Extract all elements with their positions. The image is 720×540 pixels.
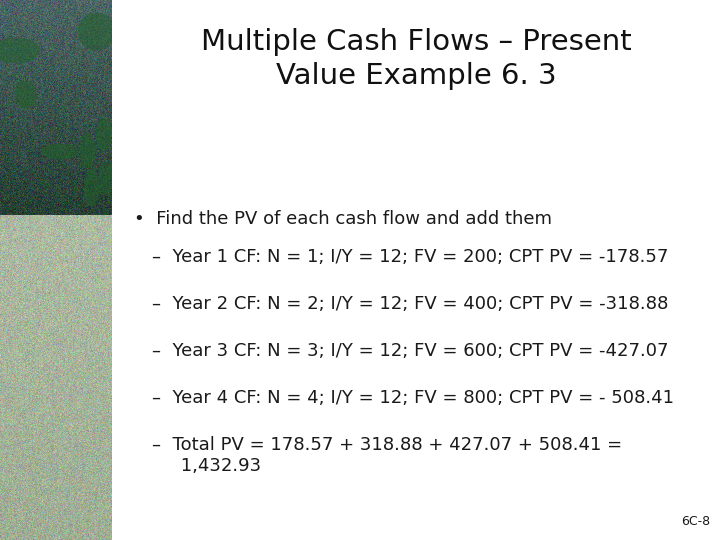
Text: –  Year 2 CF: N = 2; I/Y = 12; FV = 400; CPT PV = -318.88: – Year 2 CF: N = 2; I/Y = 12; FV = 400; …	[152, 295, 668, 313]
Text: Multiple Cash Flows – Present
Value Example 6. 3: Multiple Cash Flows – Present Value Exam…	[201, 28, 631, 90]
Text: •  Find the PV of each cash flow and add them: • Find the PV of each cash flow and add …	[134, 210, 552, 228]
Text: 6C-8: 6C-8	[681, 515, 710, 528]
Text: –  Year 1 CF: N = 1; I/Y = 12; FV = 200; CPT PV = -178.57: – Year 1 CF: N = 1; I/Y = 12; FV = 200; …	[152, 248, 668, 266]
Text: –  Year 3 CF: N = 3; I/Y = 12; FV = 600; CPT PV = -427.07: – Year 3 CF: N = 3; I/Y = 12; FV = 600; …	[152, 342, 668, 360]
Bar	[112, 0, 720, 540]
Text: –  Total PV = 178.57 + 318.88 + 427.07 + 508.41 =
     1,432.93: – Total PV = 178.57 + 318.88 + 427.07 + …	[152, 436, 622, 475]
Text: –  Year 4 CF: N = 4; I/Y = 12; FV = 800; CPT PV = - 508.41: – Year 4 CF: N = 4; I/Y = 12; FV = 800; …	[152, 389, 674, 407]
